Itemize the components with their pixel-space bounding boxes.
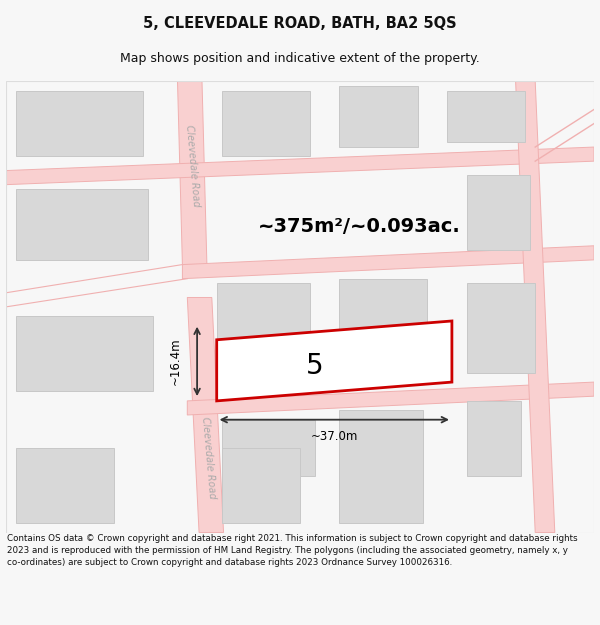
Bar [217, 283, 310, 378]
Bar [339, 410, 422, 523]
Bar [221, 91, 310, 156]
Bar [16, 448, 114, 523]
Polygon shape [515, 81, 555, 532]
Polygon shape [187, 382, 594, 415]
Text: ~375m²/~0.093ac.: ~375m²/~0.093ac. [257, 217, 460, 236]
Bar [467, 175, 530, 251]
Polygon shape [182, 246, 594, 279]
Text: 5: 5 [306, 352, 323, 379]
Bar [221, 448, 300, 523]
Bar [16, 91, 143, 156]
Text: Map shows position and indicative extent of the property.: Map shows position and indicative extent… [120, 52, 480, 65]
Bar [447, 91, 526, 142]
Text: ~16.4m: ~16.4m [169, 338, 182, 385]
Bar [467, 401, 521, 476]
Bar [339, 86, 418, 147]
Text: Cleevedale Road: Cleevedale Road [200, 416, 217, 499]
Polygon shape [217, 321, 452, 401]
Bar [16, 189, 148, 260]
Bar [221, 420, 315, 476]
Polygon shape [187, 298, 224, 532]
Text: Cleevedale Road: Cleevedale Road [184, 124, 201, 208]
Bar [467, 283, 535, 372]
Polygon shape [178, 81, 207, 264]
Text: 5, CLEEVEDALE ROAD, BATH, BA2 5QS: 5, CLEEVEDALE ROAD, BATH, BA2 5QS [143, 16, 457, 31]
Text: ~37.0m: ~37.0m [311, 430, 358, 443]
Bar [339, 279, 427, 378]
Polygon shape [6, 147, 594, 184]
Text: Contains OS data © Crown copyright and database right 2021. This information is : Contains OS data © Crown copyright and d… [7, 534, 578, 567]
Bar [16, 316, 153, 391]
